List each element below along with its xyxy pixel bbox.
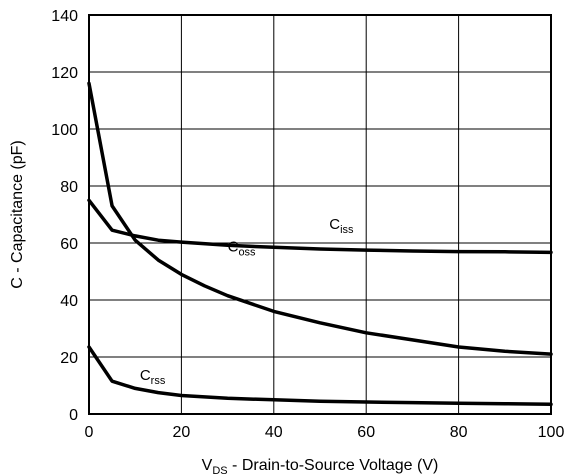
series-line-crss xyxy=(87,345,553,407)
x-tick-label: 80 xyxy=(450,424,468,441)
y-tick-label: 120 xyxy=(51,65,78,82)
y-tick-label: 100 xyxy=(51,122,78,139)
series-labels: Ciss Coss Crss xyxy=(140,216,354,387)
y-tick-label: 80 xyxy=(60,179,78,196)
x-tick-label: 60 xyxy=(357,424,375,441)
y-tick-label: 40 xyxy=(60,293,78,310)
plot-frame xyxy=(88,14,552,415)
series-label-coss: Coss xyxy=(228,239,256,259)
series-line-ciss xyxy=(87,198,553,255)
x-axis-label-rest: - Drain-to-Source Voltage (V) xyxy=(228,457,439,474)
y-tick-label: 0 xyxy=(69,407,78,424)
x-tick-label: 20 xyxy=(173,424,191,441)
series-lines xyxy=(87,81,553,407)
x-tick-label: 0 xyxy=(85,424,94,441)
grid-lines xyxy=(88,14,552,415)
series-line-coss xyxy=(87,81,553,356)
tick-labels: 0 20 40 60 80 100 0 20 40 60 80 100 120 140 xyxy=(51,8,564,441)
x-axis-label-main: V xyxy=(202,457,213,474)
y-tick-label: 140 xyxy=(51,8,78,25)
x-tick-label: 100 xyxy=(538,424,565,441)
x-tick-label: 40 xyxy=(265,424,283,441)
y-tick-label: 20 xyxy=(60,350,78,367)
y-tick-label: 60 xyxy=(60,236,78,253)
x-axis-label-subscript: DS xyxy=(212,465,227,476)
x-axis-label: VDS - Drain-to-Source Voltage (V) xyxy=(202,457,439,476)
series-label-ciss: Ciss xyxy=(329,216,354,236)
series-label-crss: Crss xyxy=(140,367,166,387)
y-axis-label: C - Capacitance (pF) xyxy=(9,140,26,289)
